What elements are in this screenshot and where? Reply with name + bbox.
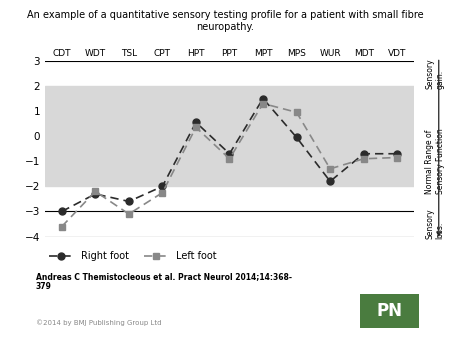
Bar (45, 86, 414, 186)
Text: ©2014 by BMJ Publishing Group Ltd: ©2014 by BMJ Publishing Group Ltd (36, 319, 162, 326)
Text: Normal Range of
Sensory Function: Normal Range of Sensory Function (425, 128, 445, 194)
Text: Sensory
gain.: Sensory gain. (425, 58, 445, 89)
Text: Sensory
loss.: Sensory loss. (425, 209, 445, 239)
Text: Andreas C Themistocleous et al. Pract Neurol 2014;14:368-
379: Andreas C Themistocleous et al. Pract Ne… (36, 272, 292, 291)
Text: An example of a quantitative sensory testing profile for a patient with small fi: An example of a quantitative sensory tes… (27, 10, 423, 32)
Text: PN: PN (376, 302, 402, 320)
Legend: Right foot, Left foot: Right foot, Left foot (45, 247, 220, 265)
